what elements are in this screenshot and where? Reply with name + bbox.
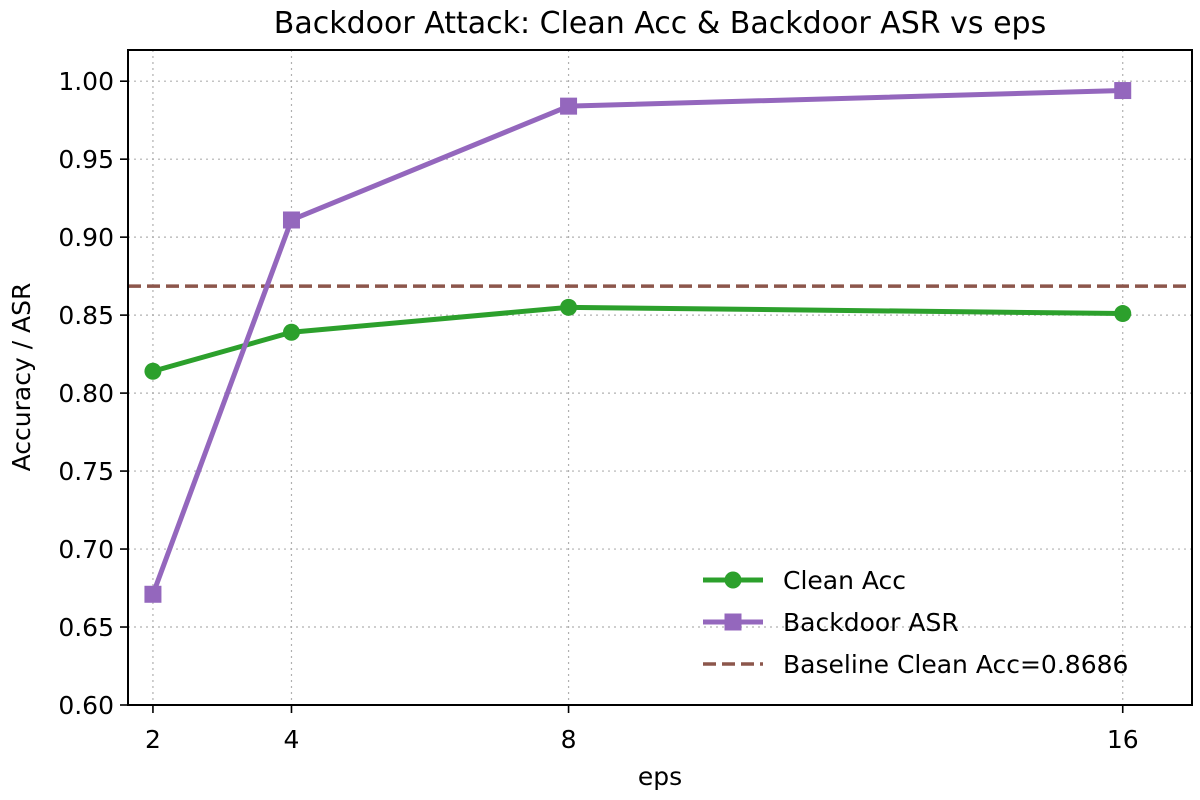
x-tick-label: 2 [145,725,161,754]
data-point-circle [282,323,300,341]
data-point-circle [560,298,578,316]
x-axis-ticks: 2 4 8 16 [145,705,1139,754]
plot-frame [127,49,1193,706]
y-tick-label: 1.00 [58,67,114,96]
data-point-square [144,585,162,603]
series-line [150,304,1126,374]
x-axis-label: eps [638,762,682,791]
data-point-circle [144,362,162,380]
y-tick-label: 0.70 [58,535,114,564]
series-backdoor-asr [144,82,1132,603]
y-tick-label: 0.90 [58,223,114,252]
legend-marker-circle [724,571,742,589]
legend-entry: Clean Acc [703,566,906,595]
y-tick-label: 0.80 [58,379,114,408]
y-tick-label: 0.65 [58,613,114,642]
data-point-square [1114,82,1132,100]
legend: Clean Acc Backdoor ASR Baseline Clean Acc=… [703,566,1128,679]
data-series [144,82,1132,603]
y-tick-label: 0.60 [58,691,114,720]
data-point-square [282,211,300,229]
x-tick-label: 16 [1107,725,1139,754]
legend-entry: Backdoor ASR [703,608,959,637]
series-clean-acc [144,298,1132,380]
series-line [150,88,1126,597]
legend-entry: Baseline Clean Acc=0.8686 [703,650,1128,679]
legend-marker-square [724,613,742,631]
legend-label: Baseline Clean Acc=0.8686 [783,650,1128,679]
x-tick-label: 4 [284,725,300,754]
legend-label: Clean Acc [783,566,906,595]
y-tick-label: 0.75 [58,457,114,486]
y-axis-label: Accuracy / ASR [7,283,36,472]
y-tick-label: 0.85 [58,301,114,330]
y-tick-label: 0.95 [58,145,114,174]
chart-title: Backdoor Attack: Clean Acc & Backdoor AS… [274,6,1046,41]
data-point-circle [1114,305,1132,323]
y-axis-ticks: 0.60 0.65 0.70 0.75 0.80 0.85 0.90 0.95 1.00 [58,67,128,720]
x-tick-label: 8 [561,725,577,754]
legend-label: Backdoor ASR [783,608,959,637]
grid-lines [128,50,1192,706]
data-point-square [560,97,578,115]
